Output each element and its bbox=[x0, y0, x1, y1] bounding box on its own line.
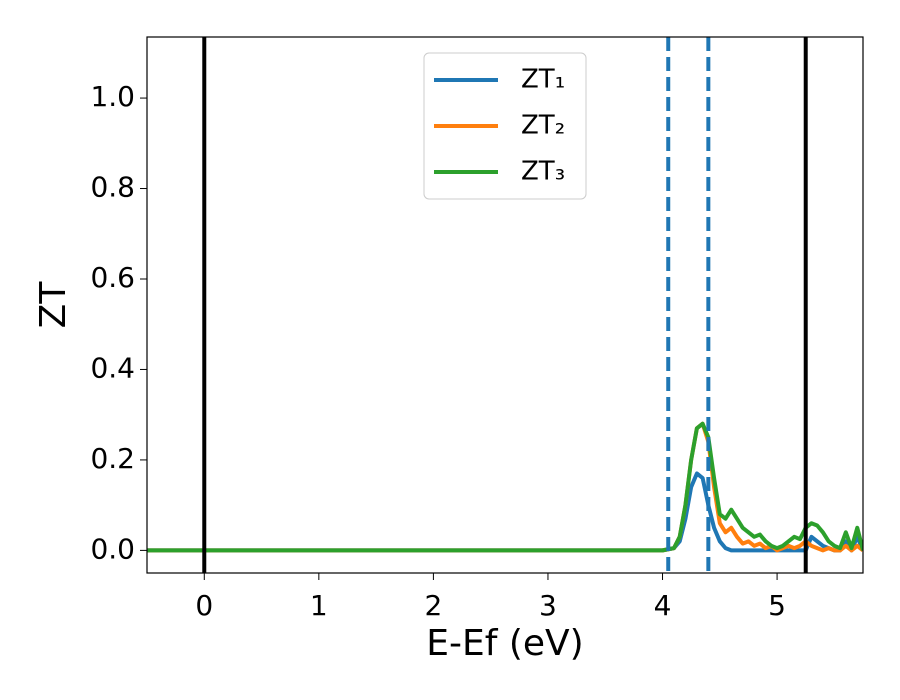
y-tick-label: 1.0 bbox=[90, 80, 135, 113]
x-axis-label: E-Ef (eV) bbox=[426, 623, 583, 664]
x-tick-label: 5 bbox=[768, 589, 786, 622]
legend-label: ZT₃ bbox=[521, 157, 565, 187]
x-tick-label: 4 bbox=[654, 589, 672, 622]
plot-area bbox=[147, 37, 863, 573]
legend-box bbox=[423, 52, 587, 200]
x-tick-label: 2 bbox=[424, 589, 442, 622]
plot-frame bbox=[146, 36, 864, 574]
legend: ZT₁ ZT₂ ZT₃ bbox=[423, 52, 587, 200]
legend-label: ZT₂ bbox=[521, 111, 565, 141]
line-series bbox=[147, 421, 863, 553]
x-tick-label: 0 bbox=[195, 589, 213, 622]
line-series bbox=[147, 471, 863, 553]
y-tick-label: 0.6 bbox=[90, 261, 135, 294]
x-tick-label: 1 bbox=[310, 589, 328, 622]
y-tick-label: 0.2 bbox=[90, 442, 135, 475]
line-series bbox=[147, 421, 863, 553]
y-tick-label: 0.4 bbox=[90, 351, 135, 384]
y-tick-label: 0.0 bbox=[90, 532, 135, 565]
y-axis-label: ZT bbox=[33, 281, 74, 329]
legend-label: ZT₁ bbox=[521, 65, 565, 95]
x-tick-label: 3 bbox=[539, 589, 557, 622]
y-tick-label: 0.8 bbox=[90, 171, 135, 204]
